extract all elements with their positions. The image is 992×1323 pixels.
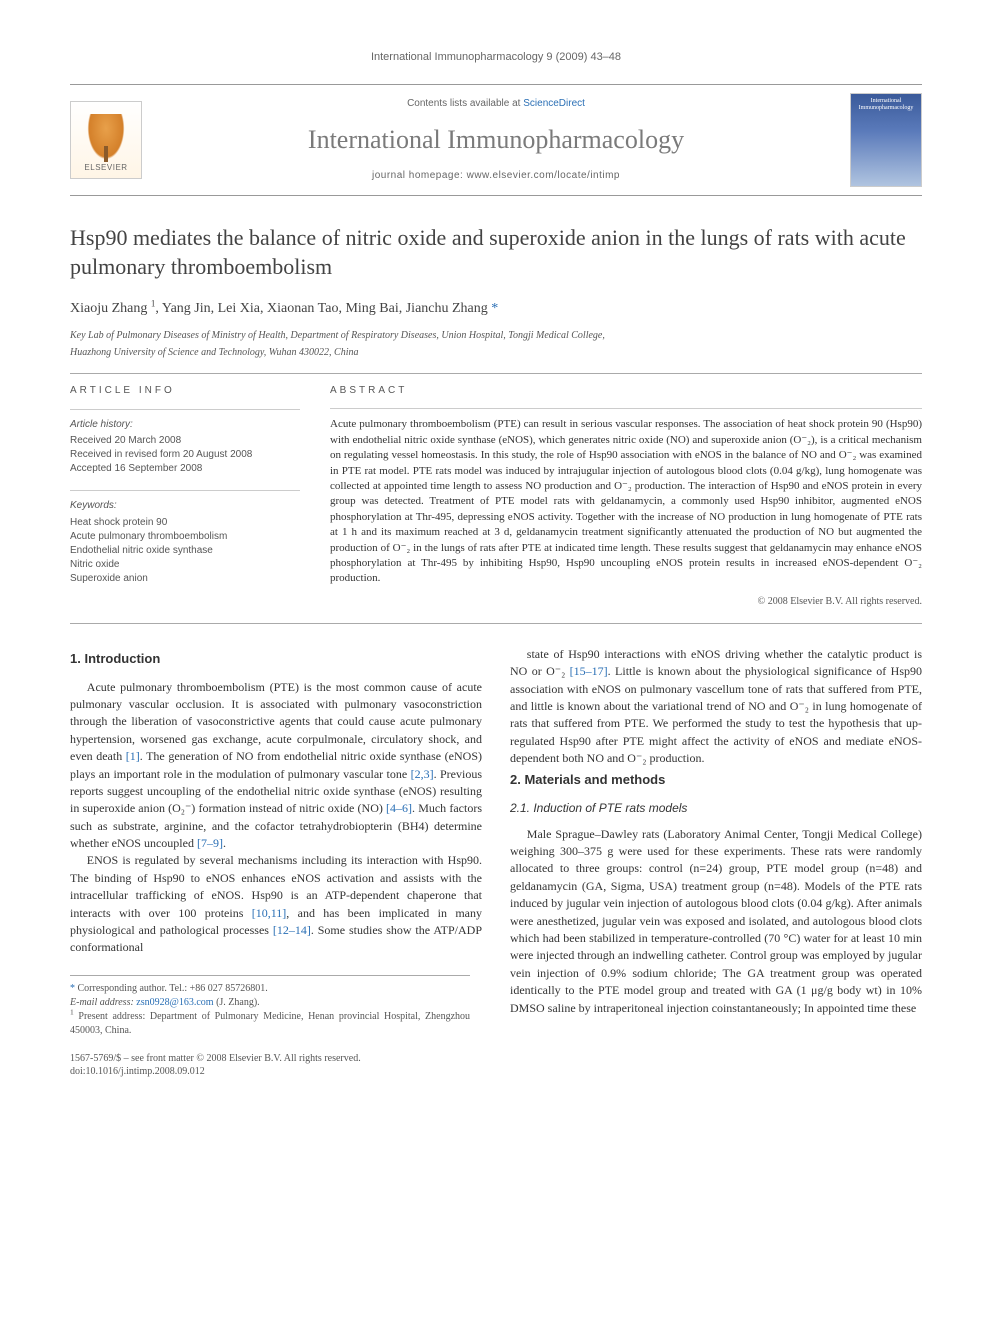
history-line: Received 20 March 2008 — [70, 434, 300, 448]
contents-available-line: Contents lists available at ScienceDirec… — [142, 97, 850, 112]
journal-homepage-line: journal homepage: www.elsevier.com/locat… — [142, 169, 850, 184]
issn-line: 1567-5769/$ – see front matter © 2008 El… — [70, 1052, 361, 1065]
elsevier-tree-icon — [86, 114, 126, 162]
body-paragraph: Male Sprague–Dawley rats (Laboratory Ani… — [510, 826, 922, 1017]
present-address-line: 1 Present address: Department of Pulmona… — [70, 1010, 470, 1038]
section-divider — [70, 373, 922, 374]
corr-author-line: * Corresponding author. Tel.: +86 027 85… — [70, 982, 470, 996]
body-paragraph: Acute pulmonary thromboembolism (PTE) is… — [70, 679, 482, 853]
abstract-text: Acute pulmonary thromboembolism (PTE) ca… — [330, 417, 922, 586]
doi-line: doi:10.1016/j.intimp.2008.09.012 — [70, 1065, 361, 1078]
keyword: Acute pulmonary thromboembolism — [70, 530, 300, 544]
homepage-label: journal homepage: — [372, 170, 467, 181]
masthead-center: Contents lists available at ScienceDirec… — [142, 97, 850, 184]
introduction-heading: 1. Introduction — [70, 650, 482, 669]
body-paragraph: ENOS is regulated by several mechanisms … — [70, 852, 482, 956]
journal-title: International Immunopharmacology — [142, 121, 850, 159]
journal-cover-thumb: International Immunopharmacology — [850, 93, 922, 187]
abstract-subdivider — [330, 408, 922, 409]
article-body: 1. Introduction Acute pulmonary thromboe… — [70, 646, 922, 1038]
keywords-block: Keywords: Heat shock protein 90 Acute pu… — [70, 499, 300, 586]
keyword: Nitric oxide — [70, 558, 300, 572]
email-line: E-mail address: zsn0928@163.com (J. Zhan… — [70, 996, 470, 1010]
email-label: E-mail address: — [70, 997, 134, 1008]
affiliation-line: Huazhong University of Science and Techn… — [70, 346, 922, 359]
homepage-url: www.elsevier.com/locate/intimp — [467, 170, 620, 181]
history-heading: Article history: — [70, 418, 300, 433]
keywords-heading: Keywords: — [70, 499, 300, 514]
email-link[interactable]: zsn0928@163.com — [136, 997, 213, 1008]
abstract-label: ABSTRACT — [330, 384, 922, 398]
abstract-copyright: © 2008 Elsevier B.V. All rights reserved… — [330, 595, 922, 609]
affiliation-block: Key Lab of Pulmonary Diseases of Ministr… — [70, 329, 922, 359]
article-info-column: ARTICLE INFO Article history: Received 2… — [70, 384, 300, 608]
sciencedirect-link[interactable]: ScienceDirect — [523, 98, 585, 109]
author-list: Xiaoju Zhang 1, Yang Jin, Lei Xia, Xiaon… — [70, 299, 922, 319]
publisher-logo: ELSEVIER — [70, 101, 142, 179]
article-info-label: ARTICLE INFO — [70, 384, 300, 399]
body-paragraph: state of Hsp90 interactions with eNOS dr… — [510, 646, 922, 768]
methods-heading: 2. Materials and methods — [510, 771, 922, 790]
publisher-name: ELSEVIER — [84, 162, 127, 174]
keyword: Endothelial nitric oxide synthase — [70, 544, 300, 558]
article-history-block: Article history: Received 20 March 2008 … — [70, 418, 300, 477]
abstract-column: ABSTRACT Acute pulmonary thromboembolism… — [330, 384, 922, 608]
info-subdivider — [70, 409, 300, 410]
contents-prefix: Contents lists available at — [407, 98, 523, 109]
page-footer: 1567-5769/$ – see front matter © 2008 El… — [70, 1052, 922, 1078]
section-divider — [70, 623, 922, 624]
article-title: Hsp90 mediates the balance of nitric oxi… — [70, 224, 922, 281]
history-line: Received in revised form 20 August 2008 — [70, 448, 300, 462]
keyword: Superoxide anion — [70, 572, 300, 586]
info-abstract-row: ARTICLE INFO Article history: Received 2… — [70, 384, 922, 608]
journal-masthead: ELSEVIER Contents lists available at Sci… — [70, 84, 922, 196]
info-subdivider — [70, 490, 300, 491]
running-head: International Immunopharmacology 9 (2009… — [70, 50, 922, 66]
history-line: Accepted 16 September 2008 — [70, 462, 300, 476]
methods-subheading: 2.1. Induction of PTE rats models — [510, 800, 922, 817]
correspondence-footnote: * Corresponding author. Tel.: +86 027 85… — [70, 975, 470, 1038]
email-attribution: (J. Zhang). — [216, 997, 260, 1008]
footer-left: 1567-5769/$ – see front matter © 2008 El… — [70, 1052, 361, 1078]
affiliation-line: Key Lab of Pulmonary Diseases of Ministr… — [70, 329, 922, 342]
cover-title: International Immunopharmacology — [855, 98, 917, 111]
keyword: Heat shock protein 90 — [70, 516, 300, 530]
